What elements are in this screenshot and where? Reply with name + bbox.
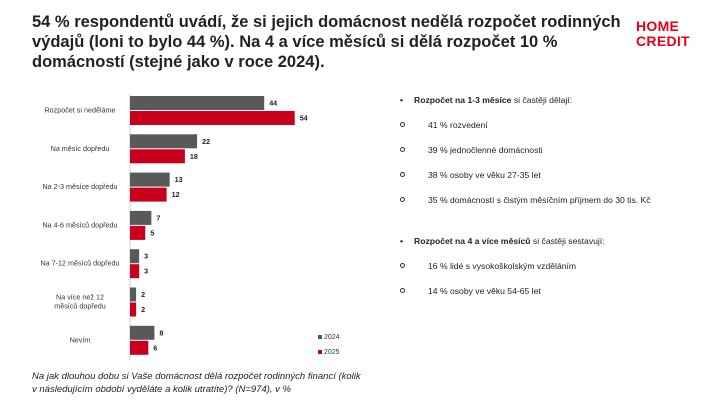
category-label: Nevím [70,335,91,344]
legend-label-2024: 2024 [324,334,340,341]
insight-group-1: Rozpočet na 1-3 měsíce si častěji dělají… [400,94,710,206]
data-label-2024: 44 [269,99,277,108]
data-label-2025: 12 [172,190,180,199]
bar-2025 [130,264,140,279]
bar-2025 [130,187,167,202]
bar-2024 [130,287,137,302]
insight-heading: Rozpočet na 4 a více měsíců si častěji s… [400,235,710,247]
insight-item: 38 % osoby ve věku 27-35 let [400,169,710,181]
insight-item: 39 % jednočlenné domácnosti [400,144,710,156]
bar-2024 [130,325,155,340]
category-label: Na 4-6 měsíců dopředu [42,220,117,229]
data-label-2024: 7 [156,213,160,222]
bar-2024 [130,134,198,149]
data-label-2025: 5 [150,228,154,237]
insight-item: 14 % osoby ve věku 54-65 let [400,285,710,297]
legend-item-2024: 2024 [318,334,340,341]
insight-item: 35 % domácností s čistým měsíčním příjme… [400,194,710,206]
category-label: Na 7-12 měsíců dopředu [40,259,119,268]
insights-panel: Rozpočet na 1-3 měsíce si častěji dělají… [400,94,710,297]
data-label-2024: 22 [202,137,210,146]
bar-2024 [130,96,265,110]
category-label: Na měsíc dopředu [51,144,110,153]
bar-2024 [130,172,170,187]
legend-swatch-2024 [318,335,322,340]
logo-line-2: CREDIT [636,33,690,49]
data-label-2024: 13 [175,175,183,184]
insight-item: 16 % lidé s vysokoškolským vzděláním [400,260,710,272]
data-label-2025: 6 [153,343,157,352]
bar-2025 [130,149,185,164]
bar-2024 [130,210,152,225]
bar-2025 [130,111,295,125]
data-label-2025: 54 [300,114,308,123]
insight-group-2: Rozpočet na 4 a více měsíců si častěji s… [400,235,710,297]
data-label-2024: 2 [141,290,145,299]
data-label-2024: 8 [159,328,163,337]
legend-label-2025: 2025 [324,349,340,356]
page-title: 54 % respondentů uvádí, že si jejich dom… [32,13,621,71]
legend-item-2025: 2025 [318,349,340,356]
logo-line-1: HOME [636,18,680,34]
data-label-2025: 18 [190,152,198,161]
bar-2025 [130,225,146,240]
insight-heading: Rozpočet na 1-3 měsíce si častěji dělají… [400,94,710,106]
insight-item: 41 % rozvedení [400,119,710,131]
insight-heading-bold: Rozpočet na 1-3 měsíce [414,95,512,105]
data-label-2025: 2 [141,305,145,314]
category-label: Na 2-3 měsíce dopředu [42,182,117,191]
survey-question-footnote: Na jak dlouhou dobu si Vaše domácnost dě… [32,371,361,395]
bar-2024 [130,249,140,264]
insight-heading-rest: si častěji dělají: [511,95,573,105]
legend-swatch-2025 [318,350,322,355]
bar-2025 [130,340,149,355]
home-credit-logo: HOME CREDIT [636,19,706,49]
category-label: Na více než 12 měsíců dopředu [54,293,106,311]
data-label-2024: 3 [144,252,148,261]
category-label: Rozpočet si neděláme [44,106,115,115]
insight-heading-rest: si častěji sestavují: [530,236,605,246]
bar-2025 [130,302,137,317]
insight-heading-bold: Rozpočet na 4 a více měsíců [414,236,531,246]
data-label-2025: 3 [144,267,148,276]
